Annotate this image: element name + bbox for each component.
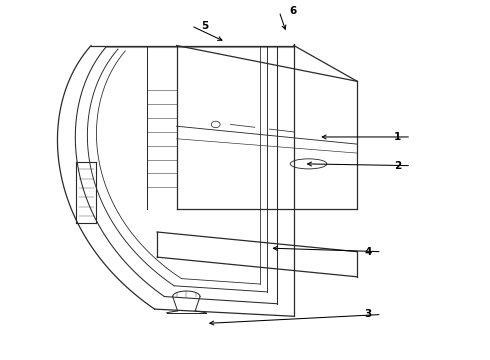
Text: 4: 4 (365, 247, 372, 257)
Text: 2: 2 (394, 161, 401, 171)
Text: 6: 6 (289, 6, 296, 17)
Text: 5: 5 (201, 21, 208, 31)
Text: 3: 3 (365, 310, 372, 319)
Text: 1: 1 (394, 132, 401, 142)
